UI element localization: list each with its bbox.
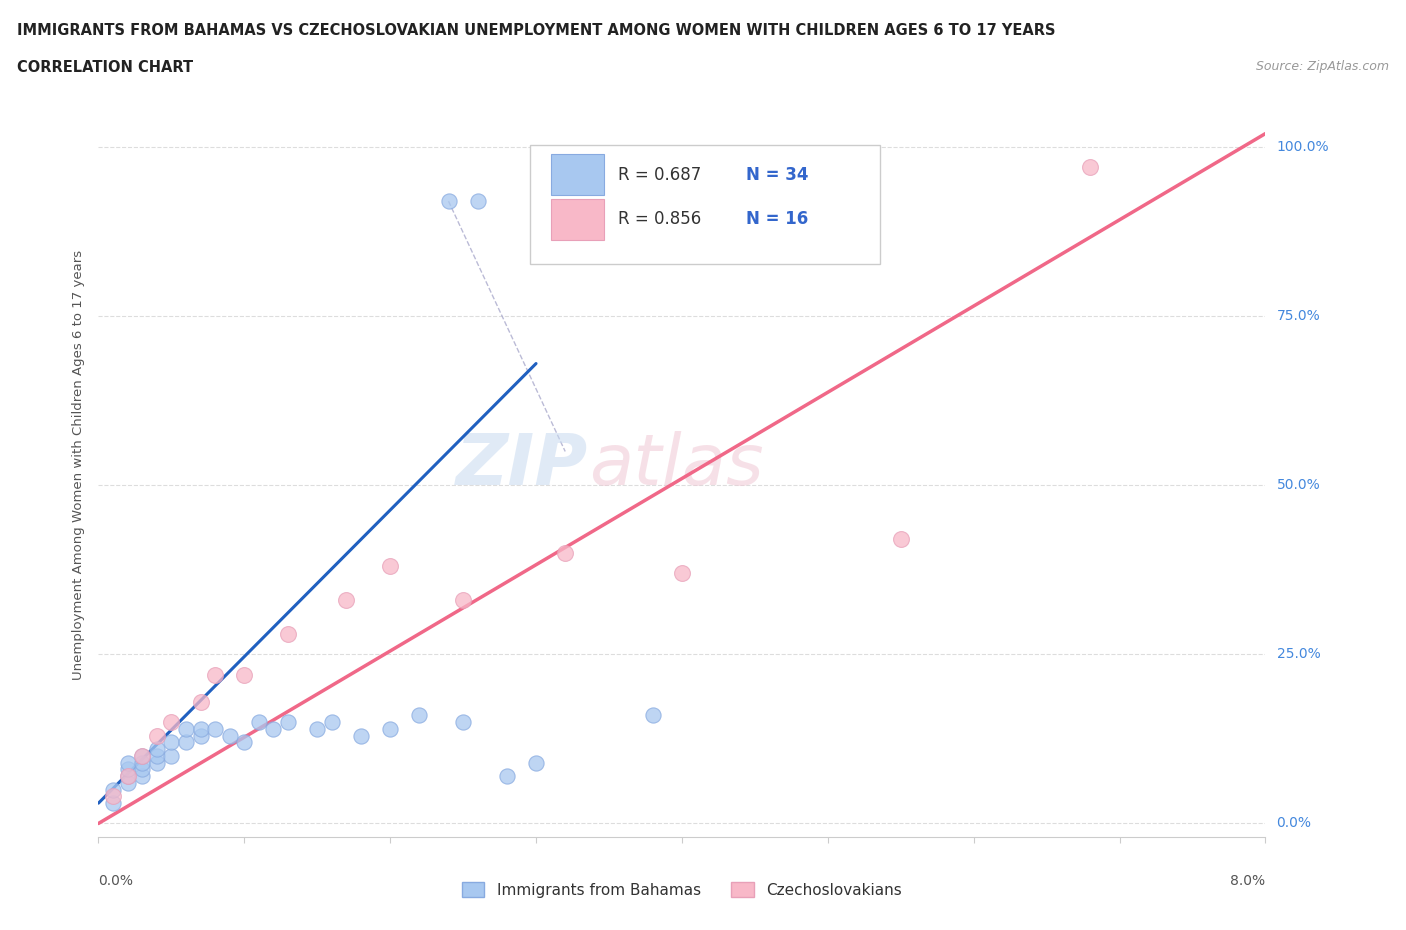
- Point: [190, 728, 212, 743]
- Text: 8.0%: 8.0%: [1230, 874, 1265, 888]
- Point: [467, 193, 489, 208]
- Text: 75.0%: 75.0%: [1277, 309, 1320, 324]
- Point: [233, 667, 256, 682]
- Text: 25.0%: 25.0%: [1277, 647, 1320, 661]
- Point: [554, 546, 576, 561]
- Point: [131, 755, 153, 770]
- Point: [131, 762, 153, 777]
- Point: [160, 735, 183, 750]
- Point: [350, 728, 373, 743]
- Text: 100.0%: 100.0%: [1277, 140, 1329, 154]
- Point: [131, 769, 153, 784]
- Point: [117, 762, 139, 777]
- Point: [307, 722, 329, 737]
- Point: [233, 735, 256, 750]
- Text: ZIP: ZIP: [457, 431, 589, 499]
- Legend: Immigrants from Bahamas, Czechoslovakians: Immigrants from Bahamas, Czechoslovakian…: [456, 875, 908, 904]
- Point: [204, 667, 226, 682]
- Point: [437, 193, 460, 208]
- Y-axis label: Unemployment Among Women with Children Ages 6 to 17 years: Unemployment Among Women with Children A…: [72, 250, 86, 680]
- Text: N = 16: N = 16: [747, 210, 808, 229]
- Point: [190, 695, 212, 710]
- Point: [101, 789, 124, 804]
- Point: [117, 755, 139, 770]
- Point: [101, 782, 124, 797]
- Point: [101, 796, 124, 811]
- Point: [451, 592, 474, 607]
- Text: CORRELATION CHART: CORRELATION CHART: [17, 60, 193, 75]
- Point: [204, 722, 226, 737]
- Point: [174, 735, 197, 750]
- Point: [321, 714, 343, 729]
- Point: [146, 728, 169, 743]
- Point: [378, 722, 402, 737]
- Point: [451, 714, 474, 729]
- Point: [218, 728, 240, 743]
- Point: [247, 714, 270, 729]
- Point: [1080, 160, 1102, 175]
- Point: [277, 627, 299, 642]
- Point: [131, 749, 153, 764]
- Text: 0.0%: 0.0%: [98, 874, 134, 888]
- Point: [408, 708, 430, 723]
- Point: [524, 755, 547, 770]
- FancyBboxPatch shape: [551, 154, 603, 195]
- Text: IMMIGRANTS FROM BAHAMAS VS CZECHOSLOVAKIAN UNEMPLOYMENT AMONG WOMEN WITH CHILDRE: IMMIGRANTS FROM BAHAMAS VS CZECHOSLOVAKI…: [17, 23, 1056, 38]
- Point: [496, 769, 519, 784]
- Point: [160, 749, 183, 764]
- Point: [671, 565, 693, 580]
- FancyBboxPatch shape: [530, 145, 880, 264]
- Point: [146, 749, 169, 764]
- Point: [277, 714, 299, 729]
- Point: [190, 722, 212, 737]
- FancyBboxPatch shape: [551, 199, 603, 240]
- Point: [378, 559, 402, 574]
- Text: 0.0%: 0.0%: [1277, 817, 1312, 830]
- Point: [117, 776, 139, 790]
- Text: R = 0.687: R = 0.687: [617, 166, 702, 184]
- Text: 50.0%: 50.0%: [1277, 478, 1320, 492]
- Point: [117, 769, 139, 784]
- Point: [117, 769, 139, 784]
- Text: R = 0.856: R = 0.856: [617, 210, 702, 229]
- Point: [890, 532, 912, 547]
- Point: [131, 749, 153, 764]
- Point: [262, 722, 284, 737]
- Point: [146, 755, 169, 770]
- Point: [160, 714, 183, 729]
- Text: N = 34: N = 34: [747, 166, 808, 184]
- Point: [146, 741, 169, 756]
- Point: [641, 708, 664, 723]
- Point: [174, 722, 197, 737]
- Text: Source: ZipAtlas.com: Source: ZipAtlas.com: [1256, 60, 1389, 73]
- Text: atlas: atlas: [589, 431, 763, 499]
- Point: [335, 592, 357, 607]
